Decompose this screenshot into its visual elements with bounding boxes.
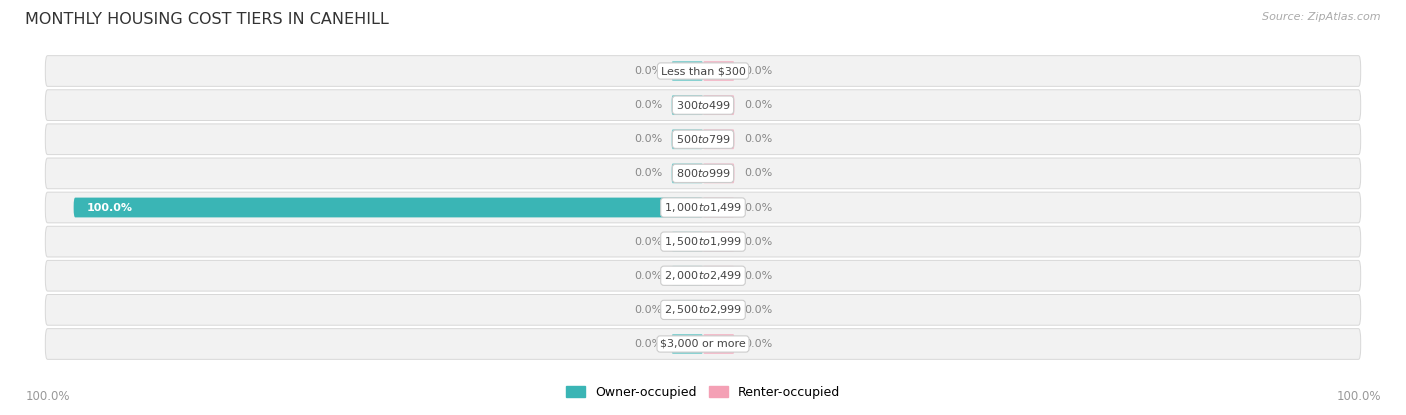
FancyBboxPatch shape (703, 300, 734, 320)
FancyBboxPatch shape (703, 129, 734, 149)
FancyBboxPatch shape (703, 61, 734, 81)
FancyBboxPatch shape (45, 192, 1361, 223)
FancyBboxPatch shape (703, 95, 734, 115)
Text: 0.0%: 0.0% (634, 66, 662, 76)
FancyBboxPatch shape (672, 95, 703, 115)
Text: $3,000 or more: $3,000 or more (661, 339, 745, 349)
Text: 100.0%: 100.0% (86, 203, 132, 212)
FancyBboxPatch shape (703, 334, 734, 354)
Text: 0.0%: 0.0% (744, 305, 772, 315)
FancyBboxPatch shape (672, 61, 703, 81)
Text: $1,000 to $1,499: $1,000 to $1,499 (664, 201, 742, 214)
Text: 0.0%: 0.0% (634, 168, 662, 178)
FancyBboxPatch shape (672, 334, 703, 354)
Text: MONTHLY HOUSING COST TIERS IN CANEHILL: MONTHLY HOUSING COST TIERS IN CANEHILL (25, 12, 389, 27)
FancyBboxPatch shape (45, 295, 1361, 325)
FancyBboxPatch shape (45, 90, 1361, 120)
Text: 0.0%: 0.0% (634, 305, 662, 315)
FancyBboxPatch shape (703, 266, 734, 286)
Text: $2,500 to $2,999: $2,500 to $2,999 (664, 303, 742, 316)
Text: 0.0%: 0.0% (744, 134, 772, 144)
Text: $300 to $499: $300 to $499 (675, 99, 731, 111)
FancyBboxPatch shape (45, 56, 1361, 86)
Text: $2,000 to $2,499: $2,000 to $2,499 (664, 269, 742, 282)
Text: $800 to $999: $800 to $999 (675, 167, 731, 179)
FancyBboxPatch shape (672, 266, 703, 286)
FancyBboxPatch shape (672, 300, 703, 320)
Text: Source: ZipAtlas.com: Source: ZipAtlas.com (1263, 12, 1381, 22)
FancyBboxPatch shape (45, 226, 1361, 257)
Text: 100.0%: 100.0% (1336, 390, 1381, 403)
Text: 0.0%: 0.0% (744, 168, 772, 178)
FancyBboxPatch shape (703, 198, 734, 217)
Text: $500 to $799: $500 to $799 (675, 133, 731, 145)
Text: 0.0%: 0.0% (634, 100, 662, 110)
Text: 0.0%: 0.0% (744, 100, 772, 110)
Text: 0.0%: 0.0% (634, 134, 662, 144)
FancyBboxPatch shape (703, 164, 734, 183)
FancyBboxPatch shape (45, 260, 1361, 291)
Text: 0.0%: 0.0% (744, 203, 772, 212)
FancyBboxPatch shape (672, 232, 703, 251)
FancyBboxPatch shape (672, 129, 703, 149)
FancyBboxPatch shape (672, 164, 703, 183)
Text: 0.0%: 0.0% (744, 271, 772, 281)
Text: Less than $300: Less than $300 (661, 66, 745, 76)
FancyBboxPatch shape (45, 124, 1361, 155)
Text: 0.0%: 0.0% (634, 339, 662, 349)
Text: 0.0%: 0.0% (744, 66, 772, 76)
Text: 0.0%: 0.0% (744, 237, 772, 247)
Text: 0.0%: 0.0% (744, 339, 772, 349)
Legend: Owner-occupied, Renter-occupied: Owner-occupied, Renter-occupied (561, 381, 845, 404)
FancyBboxPatch shape (45, 158, 1361, 189)
FancyBboxPatch shape (703, 232, 734, 251)
Text: $1,500 to $1,999: $1,500 to $1,999 (664, 235, 742, 248)
Text: 100.0%: 100.0% (25, 390, 70, 403)
Text: 0.0%: 0.0% (634, 237, 662, 247)
FancyBboxPatch shape (73, 198, 703, 217)
FancyBboxPatch shape (45, 329, 1361, 359)
Text: 0.0%: 0.0% (634, 271, 662, 281)
